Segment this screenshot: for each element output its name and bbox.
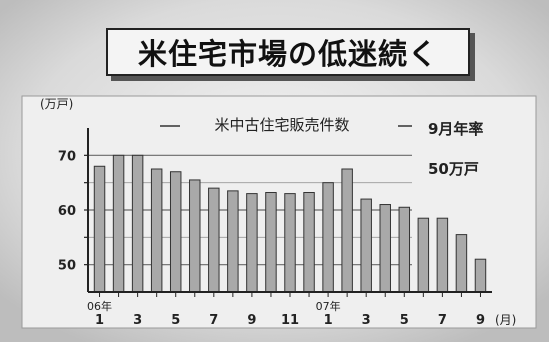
annotation-value: 50万戸 (428, 160, 479, 178)
x-tick-label: 1 (324, 313, 333, 328)
bar (227, 190, 239, 293)
y-tick-label: 50 (58, 259, 76, 274)
y-tick-label: 60 (58, 204, 76, 219)
headline: 米住宅市場の低迷続く (137, 37, 438, 71)
bar (284, 193, 296, 293)
bar (246, 193, 258, 293)
bar (341, 168, 353, 293)
x-tick-label: 5 (171, 313, 180, 328)
bar (379, 204, 391, 293)
bar (436, 217, 449, 293)
x-tick-label: 1 (95, 313, 104, 328)
bar (112, 154, 125, 293)
headline-box: 米住宅市場の低迷続く (106, 28, 470, 76)
bar (169, 171, 182, 293)
bar (93, 165, 106, 293)
bar (189, 179, 201, 293)
bar (360, 198, 372, 293)
year-label: 06年 (87, 299, 112, 313)
bar (322, 182, 334, 293)
bar (398, 206, 411, 293)
bar (417, 217, 430, 293)
bar (265, 192, 277, 293)
axes (84, 128, 492, 297)
x-tick-label: 3 (133, 313, 142, 328)
y-unit-label: (万戸) (40, 97, 73, 111)
bar (131, 154, 144, 293)
bars (93, 154, 487, 293)
y-tick-label: 70 (58, 149, 76, 164)
chart-title: 米中古住宅販売件数 (214, 116, 349, 134)
bar (208, 187, 220, 293)
x-tick-label: 5 (400, 313, 409, 328)
bar (303, 192, 315, 293)
x-tick-label: 3 (362, 313, 371, 328)
x-tick-label: 7 (438, 313, 447, 328)
year-label: 07年 (316, 299, 341, 313)
x-tick-label: 11 (281, 313, 299, 328)
annotation-rate: 9月年率 (428, 120, 483, 138)
labels: (万戸) 米中古住宅販売件数 9月年率 50万戸 (月) 50 60 70 1 3 5 7 9… (40, 97, 516, 328)
x-tick-label: 7 (209, 313, 218, 328)
x-unit-label: (月) (495, 313, 516, 327)
x-tick-label: 9 (247, 313, 256, 328)
bar (474, 258, 487, 293)
bar (455, 234, 468, 293)
x-tick-label: 9 (476, 313, 485, 328)
bar (150, 168, 163, 293)
